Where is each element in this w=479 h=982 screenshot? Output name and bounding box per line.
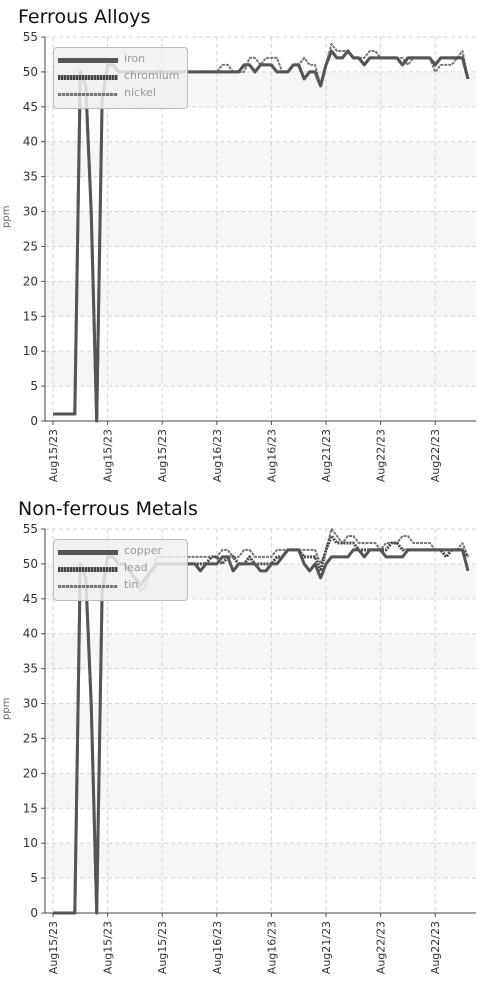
y-tick-label: 0 [30, 906, 38, 920]
y-tick-label: 35 [23, 662, 38, 676]
chart-title: Ferrous Alloys [18, 6, 151, 28]
legend-label: nickel [124, 86, 156, 99]
legend-item-nickel[interactable]: nickel [58, 86, 184, 102]
legend-swatch-chromium [58, 75, 118, 80]
y-tick-label: 0 [30, 414, 38, 428]
x-tick-label: Aug22/23 [429, 429, 442, 482]
legend-label: iron [124, 52, 146, 65]
ferrous-alloys-chart: Ferrous Alloys 0 5 10 15 20 25 30 35 40 45 50 55 Aug… [0, 0, 479, 490]
y-tick-label: 15 [23, 801, 38, 815]
grid-band [45, 141, 476, 177]
legend-swatch-tin [58, 585, 118, 588]
x-tick-label: Aug16/23 [265, 921, 278, 974]
x-tick-label: Aug15/23 [156, 429, 169, 482]
x-tick-label: Aug15/23 [47, 921, 60, 974]
x-tick-label: Aug21/23 [320, 429, 333, 482]
y-tick-label: 40 [23, 135, 38, 149]
legend-label: tin [124, 578, 139, 591]
legend-label: chromium [124, 69, 180, 82]
grid-band [45, 843, 476, 879]
plot-area: 0 5 10 15 20 25 30 35 40 45 50 55 Aug15/23 Aug15/23 Au… [23, 522, 476, 974]
x-tick-label: Aug15/23 [102, 429, 115, 482]
x-tick-label: Aug15/23 [156, 921, 169, 974]
x-tick-label: Aug16/23 [211, 429, 224, 482]
series-line-tin [53, 528, 469, 914]
y-tick-label: 35 [23, 170, 38, 184]
legend-swatch-copper [58, 550, 118, 555]
grid-band [45, 281, 476, 317]
y-tick-label: 5 [30, 871, 38, 885]
y-tick-label: 55 [23, 522, 38, 536]
legend-label: lead [124, 561, 148, 574]
legend-item-lead[interactable]: lead [58, 561, 184, 577]
y-tick-label: 50 [23, 65, 38, 79]
y-tick-label: 20 [23, 274, 38, 288]
y-tick-label: 25 [23, 239, 38, 253]
grid-band [45, 351, 476, 387]
x-tick-label: Aug22/23 [429, 921, 442, 974]
legend-item-iron[interactable]: iron [58, 52, 184, 68]
x-tick-label: Aug16/23 [211, 921, 224, 974]
y-axis-label: ppm [1, 697, 12, 720]
x-tick-label: Aug16/23 [265, 429, 278, 482]
legend-label: copper [124, 544, 163, 557]
y-tick-label: 50 [23, 557, 38, 571]
y-tick-label: 5 [30, 379, 38, 393]
y-tick-label: 55 [23, 30, 38, 44]
y-tick-label: 25 [23, 731, 38, 745]
x-tick-label: Aug21/23 [320, 921, 333, 974]
grid-band [45, 703, 476, 739]
y-tick-label: 30 [23, 697, 38, 711]
y-tick-label: 20 [23, 766, 38, 780]
grid-band [45, 633, 476, 669]
legend-swatch-lead [58, 567, 118, 572]
legend-item-chromium[interactable]: chromium [58, 69, 184, 85]
x-tick-label: Aug15/23 [47, 429, 60, 482]
legend-swatch-iron [58, 58, 118, 63]
x-tick-label: Aug15/23 [102, 921, 115, 974]
legend-item-copper[interactable]: copper [58, 544, 184, 560]
x-tick-label: Aug22/23 [375, 921, 388, 974]
y-tick-label: 40 [23, 627, 38, 641]
y-tick-label: 10 [23, 836, 38, 850]
legend[interactable]: copper lead tin [53, 539, 188, 601]
y-tick-label: 30 [23, 205, 38, 219]
chart-title: Non-ferrous Metals [18, 498, 198, 520]
legend-item-tin[interactable]: tin [58, 578, 184, 594]
grid-band [45, 773, 476, 809]
legend[interactable]: iron chromium nickel [53, 47, 188, 109]
legend-swatch-nickel [58, 93, 118, 96]
non-ferrous-metals-chart: Non-ferrous Metals 0 5 10 15 20 25 30 35 40 45 50 5… [0, 492, 479, 982]
x-tick-label: Aug22/23 [375, 429, 388, 482]
y-tick-label: 10 [23, 344, 38, 358]
y-tick-label: 45 [23, 100, 38, 114]
y-tick-label: 15 [23, 309, 38, 323]
grid-band [45, 211, 476, 247]
y-axis-label: ppm [1, 205, 12, 228]
y-tick-label: 45 [23, 592, 38, 606]
